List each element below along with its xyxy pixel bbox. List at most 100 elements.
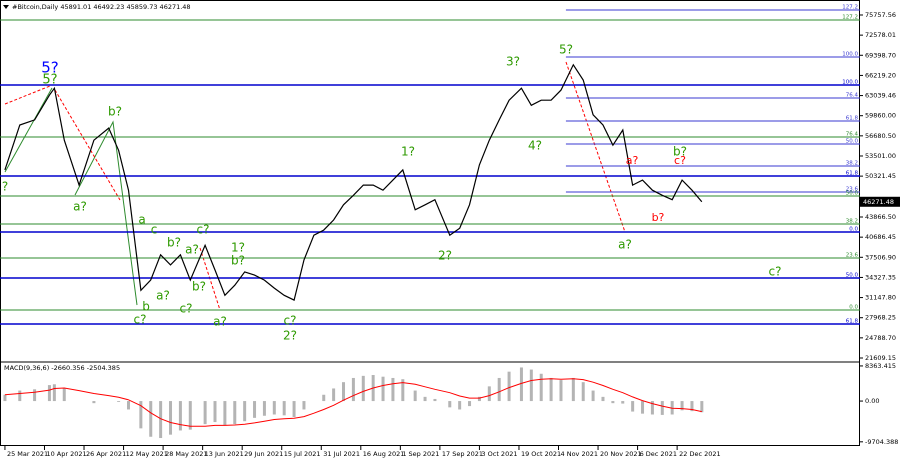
macd-bar [322, 394, 326, 402]
y-tick-label: 40686.45 [865, 233, 896, 241]
macd-bar [361, 375, 365, 402]
y-tick-label: 63039.46 [865, 92, 896, 100]
wave-label: a? [213, 315, 227, 329]
y-tick-label: 21609.15 [865, 354, 896, 362]
macd-bar [18, 390, 22, 402]
macd-bar [401, 379, 405, 402]
macd-bar [282, 401, 286, 416]
macd-bar [487, 386, 491, 402]
signal-line [4, 378, 702, 427]
level-label: 50.0 [846, 273, 859, 279]
macd-bar [497, 377, 501, 402]
macd-bar [381, 376, 385, 402]
x-tick-label: 10 Apr 2021 [46, 450, 86, 458]
macd-bar [272, 401, 276, 415]
y-tick-label: 8363.415 [865, 362, 896, 370]
macd-bar [529, 369, 533, 402]
level-label: 23.6 [846, 252, 859, 258]
y-tick-label: 24788.70 [865, 334, 896, 342]
x-tick-label: 31 Jul 2021 [323, 450, 360, 458]
wave-label: b? [167, 236, 181, 250]
x-tick-label: 6 Dec 2021 [640, 450, 677, 458]
wave-label: 4? [528, 139, 542, 153]
macd-bar [233, 401, 237, 425]
y-tick-label: 69398.70 [865, 51, 896, 59]
wave-label: 2? [438, 249, 452, 263]
macd-bar [159, 401, 163, 439]
y-tick-label: 59860.00 [865, 112, 896, 120]
macd-bar [690, 401, 694, 412]
y-tick-label: 31147.80 [865, 294, 896, 302]
x-tick-label: 19 Oct 2021 [521, 450, 561, 458]
wave-label: b? [673, 145, 687, 159]
y-tick-label: 66219.20 [865, 71, 896, 79]
x-tick-label: 1 Sep 2021 [402, 450, 439, 458]
level-label: 127.2 [842, 5, 858, 11]
level-label: 50.0 [846, 138, 859, 144]
level-label: 0.0 [849, 305, 858, 311]
macd-bar [423, 396, 427, 402]
x-tick-label: 16 Aug 2021 [363, 450, 405, 458]
wave-line [74, 120, 138, 306]
macd-bar [178, 401, 182, 431]
menu-icon [3, 5, 9, 9]
macd-bar [351, 377, 355, 402]
level-label: 0.0 [849, 227, 858, 233]
wave-label: a? [618, 238, 632, 252]
wave-label: 5? [42, 73, 57, 88]
x-tick-label: 3 Oct 2021 [481, 450, 517, 458]
wave-label: a? [626, 154, 639, 167]
wave-label: b? [231, 254, 245, 268]
macd-header: MACD(9,36,6) -2660.356 -2504.385 [4, 364, 120, 372]
wave-label: a [138, 213, 145, 227]
wave-label: c [151, 223, 158, 237]
x-tick-label: 15 Jul 2021 [284, 450, 321, 458]
macd-bar [62, 388, 66, 402]
macd-bar [581, 382, 585, 402]
macd-bar [413, 390, 417, 402]
level-label: 61.8 [846, 170, 859, 176]
macd-bar [332, 388, 336, 402]
wave-label: c? [180, 302, 193, 316]
macd-bar [591, 390, 595, 402]
x-tick-label: 29 Jun 2021 [244, 450, 283, 458]
level-label: 50.0 [846, 190, 859, 196]
y-tick-label: 0.00 [865, 397, 879, 405]
macd-bar [33, 389, 37, 402]
y-tick-label: 50321.45 [865, 172, 896, 180]
macd-bar [139, 401, 143, 429]
level-label: 23.6 [846, 186, 859, 192]
macd-bar [700, 401, 704, 413]
macd-bar [571, 377, 575, 402]
macd-bar [127, 401, 131, 410]
price-line [4, 63, 703, 301]
wave-label: b? [652, 211, 665, 224]
macd-bar [243, 401, 247, 422]
macd-bar [539, 373, 543, 402]
macd-bar [223, 401, 227, 426]
last-price-label: 46271.48 [863, 198, 894, 206]
macd-bar [448, 401, 452, 408]
y-tick-label: -9704.388 [865, 438, 898, 446]
macd-bar [477, 396, 481, 402]
macd-bar [149, 401, 153, 437]
x-tick-label: 20 Nov 2021 [600, 450, 642, 458]
price-header: #Bitcoin,Daily 45891.01 46492.23 45859.7… [12, 3, 191, 11]
y-tick-label: 43866.50 [865, 213, 896, 221]
wave-label: 2? [283, 329, 297, 343]
level-label: 76.4 [846, 131, 859, 137]
level-label: 127.2 [842, 14, 858, 20]
wave-label: a? [73, 200, 87, 214]
level-label: 38.2 [846, 219, 858, 225]
wave-label: ? [2, 180, 8, 194]
wave-label: 1? [401, 145, 415, 159]
x-tick-label: 22 Dec 2021 [679, 450, 721, 458]
x-tick-label: 4 Nov 2021 [561, 450, 599, 458]
level-label: 61.8 [846, 319, 859, 325]
wave-label: a? [185, 243, 199, 257]
macd-bar [433, 398, 437, 402]
x-tick-label: 17 Sep 2021 [442, 450, 483, 458]
macd-bar [262, 401, 266, 416]
y-tick-label: 53501.00 [865, 152, 896, 160]
y-tick-label: 27968.25 [865, 314, 896, 322]
